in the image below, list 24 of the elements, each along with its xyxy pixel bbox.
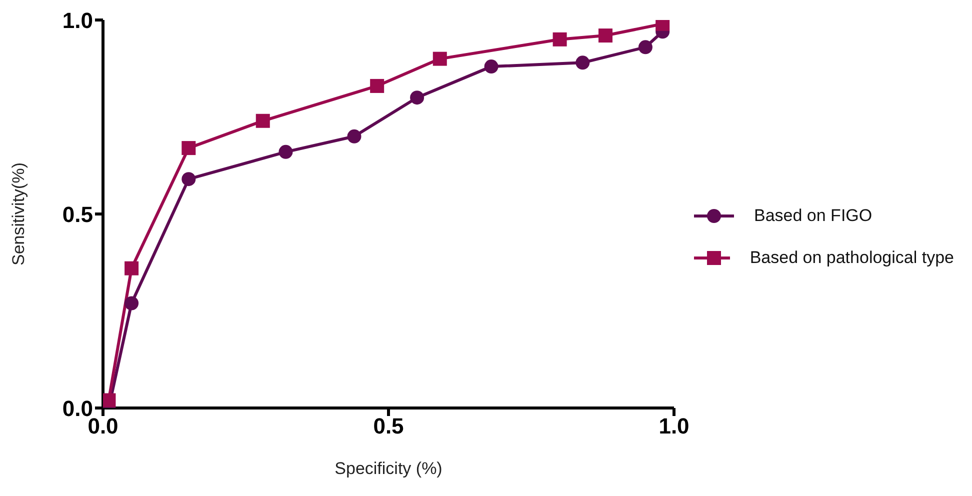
point bbox=[347, 129, 362, 144]
point bbox=[124, 296, 139, 310]
legend-label: Based on pathological type bbox=[750, 248, 954, 268]
point bbox=[598, 28, 612, 43]
y-tick-label: 1.0 bbox=[62, 8, 93, 33]
legend-label: Based on FIGO bbox=[754, 206, 872, 226]
x-tick-label: 1.0 bbox=[658, 414, 690, 439]
point bbox=[576, 56, 590, 70]
point bbox=[552, 32, 567, 46]
point bbox=[432, 52, 447, 66]
x-axis-title: Specificity (%) bbox=[334, 459, 442, 478]
x-tick-label: 0.5 bbox=[373, 414, 404, 439]
point bbox=[124, 261, 139, 276]
point bbox=[256, 114, 270, 128]
point bbox=[182, 172, 196, 186]
point bbox=[484, 60, 498, 74]
point bbox=[278, 144, 293, 159]
point bbox=[103, 393, 116, 408]
point bbox=[638, 40, 652, 54]
point bbox=[410, 90, 424, 105]
point bbox=[182, 141, 196, 156]
y-tick-label: 0.5 bbox=[62, 202, 93, 227]
y-axis-title: Sensitivity(%) bbox=[9, 162, 28, 266]
point bbox=[370, 78, 384, 93]
